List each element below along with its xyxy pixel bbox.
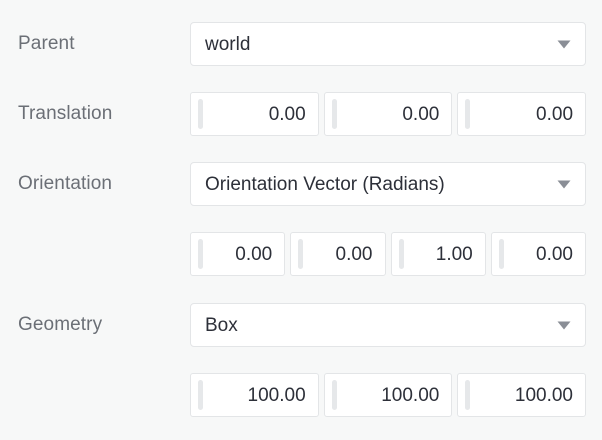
label-translation: Translation	[18, 103, 113, 124]
controls-geometry-size: 100.00 100.00 100.00	[190, 373, 587, 417]
translation-z-value: 0.00	[536, 103, 574, 125]
translation-x-value: 0.00	[268, 103, 306, 125]
orientation-angle-value: 0.00	[536, 243, 573, 265]
controls-orientation: Orientation Vector (Radians)	[190, 162, 586, 206]
property-row-parent: Parent world	[0, 22, 602, 66]
chevron-down-icon	[553, 33, 575, 55]
geometry-width-value: 100.00	[247, 384, 306, 406]
orientation-z-value: 1.00	[435, 243, 473, 265]
controls-orientation-vector: 0.00 0.00 1.00 0.00	[190, 232, 586, 276]
geometry-width-input[interactable]: 100.00	[190, 373, 319, 417]
geometry-size-fields: 100.00 100.00 100.00	[190, 373, 587, 417]
translation-fields: 0.00 0.00 0.00	[190, 92, 587, 136]
geometry-dropdown-value: Box	[205, 315, 238, 335]
parent-dropdown-value: world	[205, 34, 251, 54]
property-row-orientation-vector: 0.00 0.00 1.00 0.00	[0, 232, 602, 276]
orientation-x-value: 0.00	[235, 243, 273, 265]
orientation-dropdown-value: Orientation Vector (Radians)	[205, 174, 445, 194]
orientation-y-input[interactable]: 0.00	[290, 232, 386, 276]
orientation-angle-input[interactable]: 0.00	[490, 232, 586, 276]
orientation-z-input[interactable]: 1.00	[390, 232, 486, 276]
controls-geometry: Box	[190, 303, 586, 347]
chevron-down-icon	[553, 173, 575, 195]
label-parent: Parent	[18, 33, 75, 54]
label-orientation: Orientation	[18, 173, 113, 194]
controls-parent: world	[190, 22, 586, 66]
orientation-vector-fields: 0.00 0.00 1.00 0.00	[190, 232, 586, 276]
orientation-x-input[interactable]: 0.00	[190, 232, 286, 276]
geometry-dropdown[interactable]: Box	[190, 303, 586, 347]
geometry-height-value: 100.00	[514, 384, 574, 406]
property-row-translation: Translation 0.00 0.00 0.00	[0, 92, 602, 136]
translation-y-input[interactable]: 0.00	[323, 92, 453, 136]
orientation-y-value: 0.00	[335, 243, 373, 265]
controls-translation: 0.00 0.00 0.00	[190, 92, 587, 136]
geometry-depth-value: 100.00	[381, 384, 440, 406]
orientation-dropdown[interactable]: Orientation Vector (Radians)	[190, 162, 586, 206]
chevron-down-icon	[553, 314, 575, 336]
property-row-geometry: Geometry Box	[0, 303, 602, 347]
translation-y-value: 0.00	[402, 103, 440, 125]
geometry-depth-input[interactable]: 100.00	[323, 373, 453, 417]
property-row-geometry-size: 100.00 100.00 100.00	[0, 373, 602, 417]
property-row-orientation: Orientation Orientation Vector (Radians)	[0, 162, 602, 206]
parent-dropdown[interactable]: world	[190, 22, 586, 66]
geometry-height-input[interactable]: 100.00	[457, 373, 587, 417]
translation-x-input[interactable]: 0.00	[190, 92, 319, 136]
translation-z-input[interactable]: 0.00	[457, 92, 587, 136]
label-geometry: Geometry	[18, 314, 103, 335]
